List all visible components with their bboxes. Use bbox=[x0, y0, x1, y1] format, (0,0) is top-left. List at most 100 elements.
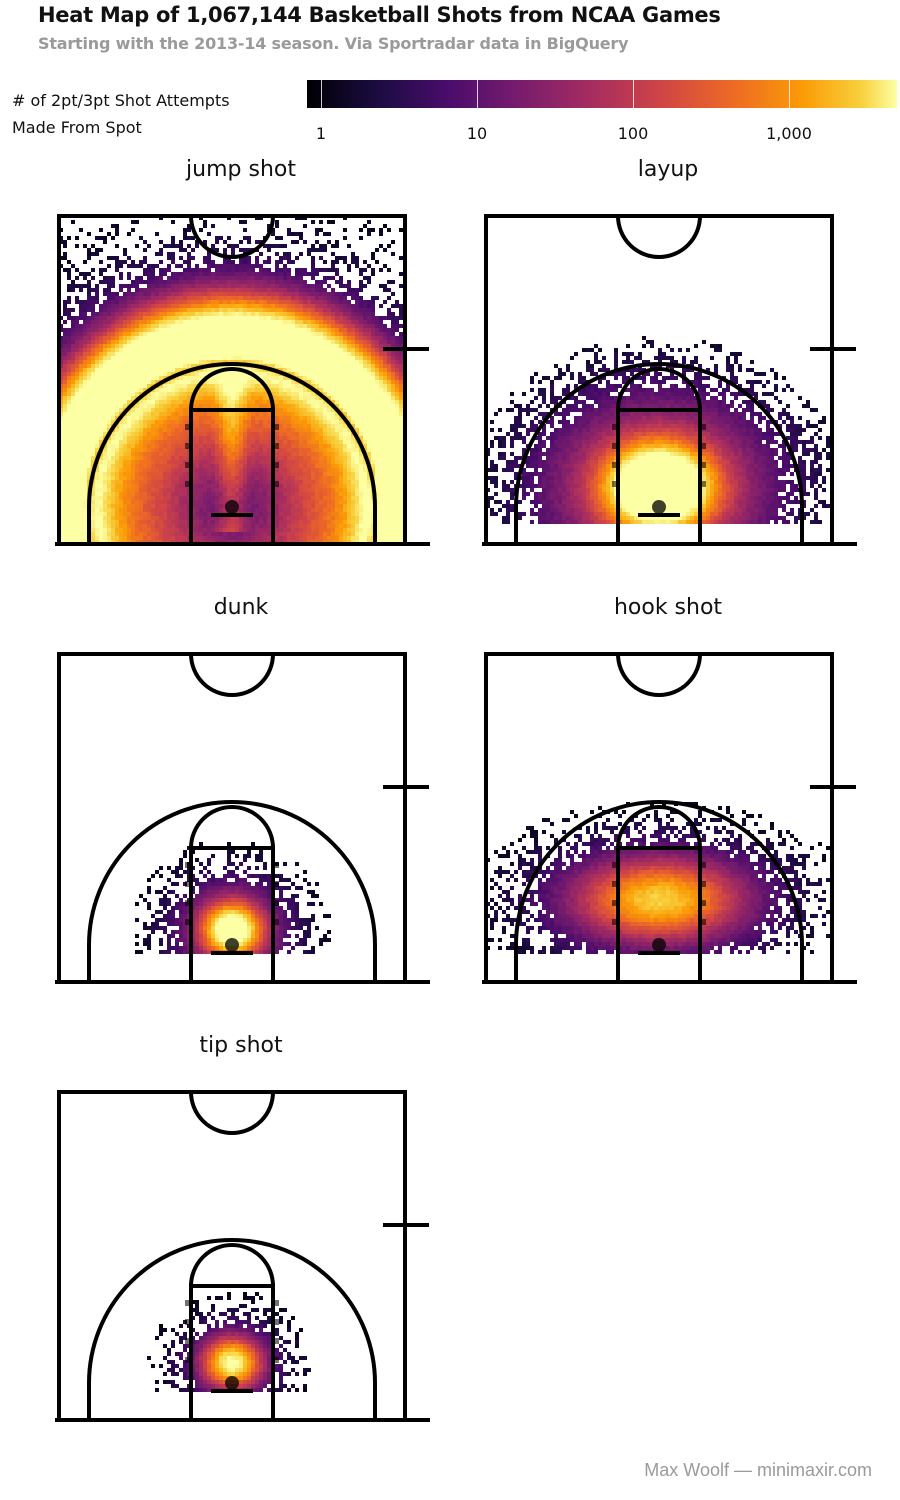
heatmap-cell bbox=[67, 448, 71, 452]
heatmap-cell bbox=[263, 320, 267, 324]
heatmap-cell bbox=[95, 332, 99, 336]
heatmap-cell bbox=[91, 244, 95, 248]
heatmap-cell bbox=[107, 308, 111, 312]
heatmap-cell bbox=[227, 472, 231, 476]
heatmap-cell bbox=[163, 244, 167, 248]
heatmap-cell bbox=[175, 368, 179, 372]
heatmap-cell bbox=[71, 352, 75, 356]
heatmap-cell bbox=[167, 316, 171, 320]
heatmap-cell bbox=[127, 416, 131, 420]
heatmap-cell bbox=[175, 364, 179, 368]
heatmap-cell bbox=[359, 336, 363, 340]
heatmap-cell bbox=[171, 256, 175, 260]
heatmap-cell bbox=[263, 300, 267, 304]
heatmap-cell bbox=[147, 336, 151, 340]
heatmap-cell bbox=[279, 452, 283, 456]
heatmap-cell bbox=[183, 452, 187, 456]
heatmap-cell bbox=[319, 396, 323, 400]
heatmap-cell bbox=[307, 380, 311, 384]
heatmap-cell bbox=[295, 320, 299, 324]
heatmap-cell bbox=[343, 452, 347, 456]
heatmap-cell bbox=[359, 452, 363, 456]
heatmap-cell bbox=[251, 436, 255, 440]
heatmap-cell bbox=[315, 404, 319, 408]
heatmap-cell bbox=[191, 380, 195, 384]
heatmap-cell bbox=[99, 260, 103, 264]
heatmap-cell bbox=[279, 464, 283, 468]
heatmap-cell bbox=[391, 328, 395, 332]
heatmap-cell bbox=[215, 336, 219, 340]
heatmap-cell bbox=[251, 384, 255, 388]
heatmap-cell bbox=[339, 364, 343, 368]
heatmap-cell bbox=[319, 324, 323, 328]
heatmap-cell bbox=[175, 444, 179, 448]
heatmap-cell bbox=[363, 400, 367, 404]
heatmap-cell bbox=[303, 320, 307, 324]
heatmap-cell bbox=[191, 348, 195, 352]
heatmap-cell bbox=[67, 296, 71, 300]
heatmap-cell bbox=[179, 240, 183, 244]
heatmap-cell bbox=[75, 396, 79, 400]
heatmap-cell bbox=[207, 268, 211, 272]
heatmap-cell bbox=[195, 376, 199, 380]
heatmap-cell bbox=[155, 328, 159, 332]
heatmap-cell bbox=[87, 468, 91, 472]
heatmap-cell bbox=[171, 276, 175, 280]
heatmap-cell bbox=[83, 360, 87, 364]
heatmap-cell bbox=[271, 352, 275, 356]
heatmap-cell bbox=[283, 400, 287, 404]
heatmap-cell bbox=[131, 384, 135, 388]
heatmap-cell bbox=[391, 480, 395, 484]
heatmap-cell bbox=[263, 292, 267, 296]
heatmap-cell bbox=[207, 392, 211, 396]
heatmap-cell bbox=[183, 288, 187, 292]
heatmap-cell bbox=[315, 268, 319, 272]
heatmap-cell bbox=[303, 368, 307, 372]
heatmap-cell bbox=[395, 368, 399, 372]
heatmap-cell bbox=[207, 284, 211, 288]
heatmap-cell bbox=[111, 468, 115, 472]
heatmap-cell bbox=[315, 444, 319, 448]
heatmap-cell bbox=[363, 444, 367, 448]
heatmap-cell bbox=[67, 440, 71, 444]
heatmap-cell bbox=[387, 288, 391, 292]
heatmap-cell bbox=[235, 472, 239, 476]
heatmap-cell bbox=[127, 384, 131, 388]
heatmap-cell bbox=[359, 416, 363, 420]
heatmap-cell bbox=[107, 264, 111, 268]
heatmap-cell bbox=[155, 264, 159, 268]
heatmap-cell bbox=[267, 444, 271, 448]
heatmap-cell bbox=[99, 348, 103, 352]
heatmap-cell bbox=[319, 404, 323, 408]
heatmap-cell bbox=[95, 380, 99, 384]
heatmap-cell bbox=[103, 364, 107, 368]
heatmap-cell bbox=[131, 484, 135, 488]
heatmap-cell bbox=[143, 440, 147, 444]
heatmap-cell bbox=[219, 264, 223, 268]
heatmap-cell bbox=[215, 264, 219, 268]
heatmap-cell bbox=[223, 484, 227, 488]
heatmap-cell bbox=[111, 444, 115, 448]
heatmap-cell bbox=[383, 368, 387, 372]
heatmap-cell bbox=[183, 320, 187, 324]
heatmap-cell bbox=[395, 364, 399, 368]
heatmap-cell bbox=[255, 392, 259, 396]
heatmap-cell bbox=[251, 348, 255, 352]
heatmap-cell bbox=[115, 400, 119, 404]
heatmap-cell bbox=[307, 448, 311, 452]
heatmap-cell bbox=[363, 468, 367, 472]
heatmap-cell bbox=[115, 364, 119, 368]
heatmap-cell bbox=[251, 360, 255, 364]
heatmap-cell bbox=[127, 372, 131, 376]
heatmap-cell bbox=[319, 460, 323, 464]
heatmap-cell bbox=[179, 296, 183, 300]
heatmap-cell bbox=[347, 304, 351, 308]
heatmap-cell bbox=[311, 360, 315, 364]
heatmap-cell bbox=[227, 476, 231, 480]
heatmap-cell bbox=[119, 468, 123, 472]
heatmap-cell bbox=[127, 284, 131, 288]
heatmap-cell bbox=[159, 472, 163, 476]
heatmap-cell bbox=[391, 476, 395, 480]
heatmap-cell bbox=[103, 448, 107, 452]
heatmap-cell bbox=[239, 472, 243, 476]
